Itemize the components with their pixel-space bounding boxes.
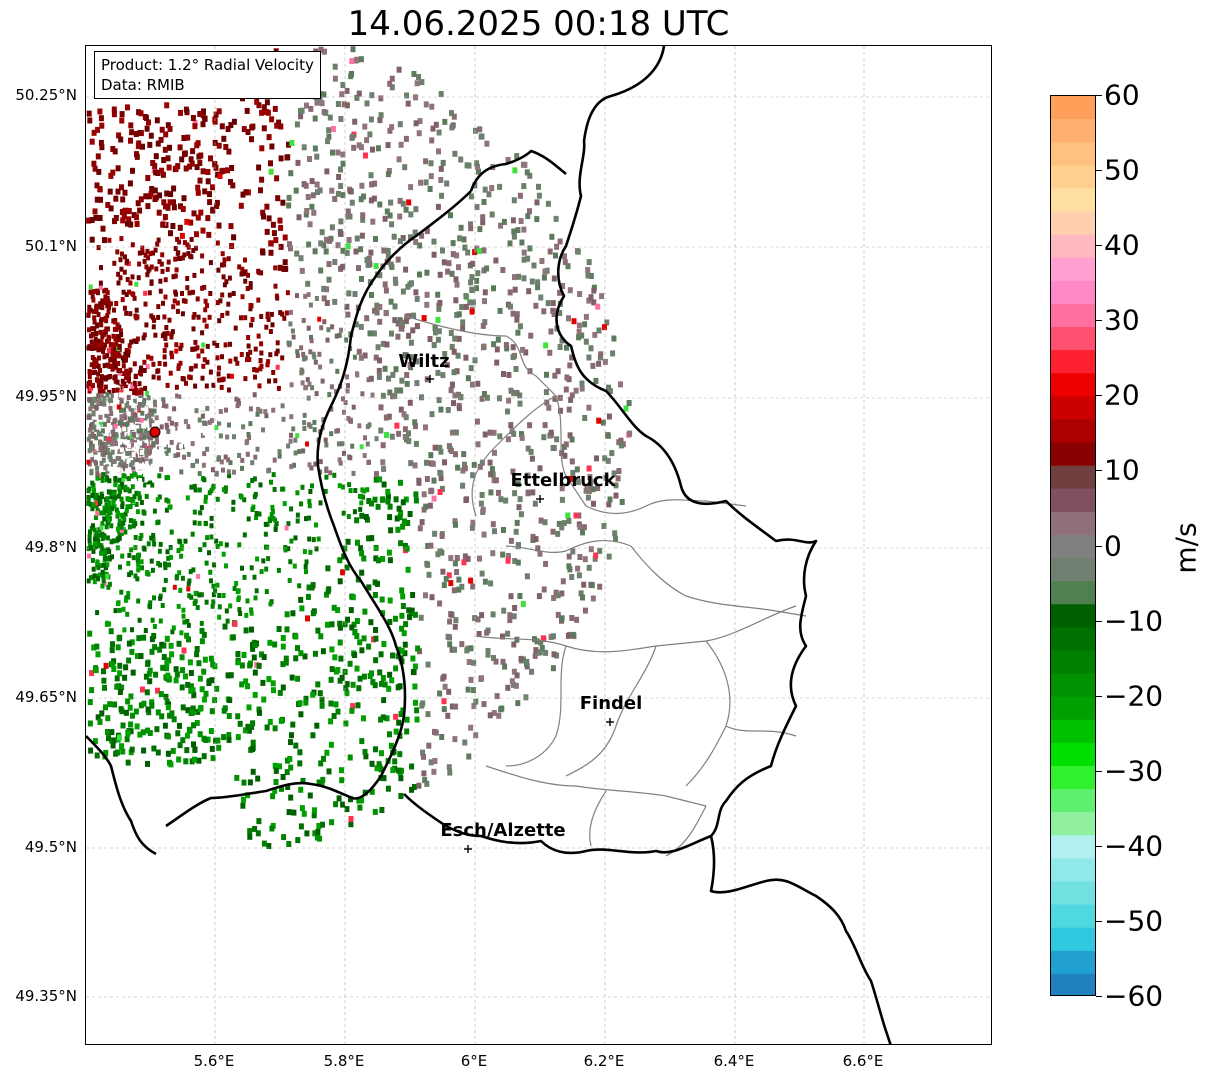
colorbar-segment [1051,696,1095,721]
map-title: 14.06.2025 00:18 UTC [347,4,730,44]
colorbar-tick-label: 60 [1104,78,1140,112]
city-label-esch: Esch/Alzette [440,820,566,841]
lon-tick-label: 6°E [460,1052,488,1070]
lat-tick-label: 49.95°N [15,387,77,405]
colorbar-segment [1051,950,1095,975]
product-info-box: Product: 1.2° Radial Velocity Data: RMIB [94,51,321,99]
colorbar-tick-mark [1096,695,1102,697]
lon-tick-label: 6.2°E [583,1052,625,1070]
colorbar-tick-mark [1096,245,1102,247]
colorbar-segment [1051,742,1095,767]
lat-tick-label: 50.25°N [15,86,77,104]
colorbar-segment [1051,234,1095,259]
colorbar-segment [1051,904,1095,929]
colorbar-segment [1051,327,1095,351]
colorbar-segment [1051,511,1095,536]
colorbar-tick-mark [1096,770,1102,772]
colorbar-tick-label: 0 [1104,529,1122,562]
colorbar-segment [1051,581,1095,605]
lat-tick-label: 49.8°N [24,538,77,556]
colorbar-segment [1051,96,1095,120]
city-marker-findel [606,718,614,726]
colorbar-segment [1051,789,1095,813]
colorbar-tick-mark [1096,845,1102,847]
colorbar-tick-mark [1096,996,1102,997]
colorbar-segment [1051,927,1095,952]
lat-tick-label: 50.1°N [24,237,77,255]
colorbar-tick-label: 20 [1104,378,1140,412]
colorbar-unit-label: m/s [1169,522,1203,574]
city-marker-ettelbruck [536,495,544,503]
lat-tick-label: 49.5°N [24,838,77,856]
lon-tick-label: 6.6°E [842,1052,884,1070]
colorbar-segment [1051,442,1095,467]
colorbar-tick-label: −60 [1104,979,1164,1013]
colorbar-tick-mark [1096,545,1102,547]
canton-borders [405,315,807,857]
colorbar-segment [1051,534,1095,559]
city-label-findel: Findel [579,693,643,714]
radar-map[interactable] [85,45,992,1045]
colorbar-tick-label: −40 [1104,829,1164,863]
lat-tick-label: 49.35°N [15,987,77,1005]
colorbar-segment [1051,188,1095,213]
colorbar-segment [1051,488,1095,513]
colorbar-tick-label: −10 [1104,604,1164,638]
colorbar-tick-label: −30 [1104,754,1164,788]
colorbar-segment [1051,396,1095,421]
colorbar-tick-label: −20 [1104,679,1164,713]
colorbar-tick-label: −50 [1104,904,1164,938]
colorbar-segment [1051,558,1095,582]
colorbar-segment [1051,835,1095,859]
colorbar-tick-mark [1096,95,1102,96]
colorbar-tick-mark [1096,620,1102,622]
colorbar-tick-label: 10 [1104,453,1140,487]
colorbar-segment [1051,465,1095,490]
map-canvas[interactable] [86,46,992,1045]
colorbar-tick-mark [1096,170,1102,172]
colorbar-segment [1051,650,1095,675]
city-marker-esch [464,845,472,853]
lon-tick-label: 5.8°E [323,1052,365,1070]
colorbar-segment [1051,719,1095,744]
colorbar-segment [1051,373,1095,397]
colorbar-segment [1051,350,1095,374]
radar-site-marker [149,426,161,438]
colorbar-segment [1051,257,1095,282]
colorbar-segment [1051,881,1095,906]
colorbar-tick-label: 30 [1104,303,1140,337]
colorbar-segment [1051,765,1095,790]
colorbar-segment [1051,211,1095,236]
city-marker-wiltz [426,375,434,383]
colorbar-segment [1051,419,1095,444]
data-source-label: Data: RMIB [101,76,185,94]
colorbar-segment [1051,119,1095,143]
colorbar-segment [1051,303,1095,328]
colorbar-segment [1051,673,1095,698]
colorbar-tick-mark [1096,470,1102,472]
colorbar-tick-mark [1096,920,1102,922]
city-label-ettelbruck: Ettelbruck [510,470,616,491]
colorbar-segment [1051,142,1095,166]
colorbar-segment [1051,858,1095,883]
colorbar-tick-mark [1096,395,1102,397]
lon-tick-label: 5.6°E [193,1052,235,1070]
colorbar-segment [1051,627,1095,652]
product-label: Product: 1.2° Radial Velocity [101,56,314,74]
velocity-colorbar [1050,95,1096,996]
city-markers [426,375,614,853]
radar-echo-layer [86,46,633,849]
colorbar-segment [1051,280,1095,305]
lat-tick-label: 49.65°N [15,688,77,706]
colorbar-tick-label: 40 [1104,228,1140,262]
lon-tick-label: 6.4°E [713,1052,755,1070]
colorbar-segment [1051,812,1095,836]
colorbar-segment [1051,165,1095,190]
colorbar-segment [1051,604,1095,628]
country-borders [86,46,892,1044]
colorbar-tick-mark [1096,320,1102,322]
colorbar-segment [1051,973,1095,995]
colorbar-tick-label: 50 [1104,153,1140,187]
city-label-wiltz: Wiltz [398,351,450,372]
